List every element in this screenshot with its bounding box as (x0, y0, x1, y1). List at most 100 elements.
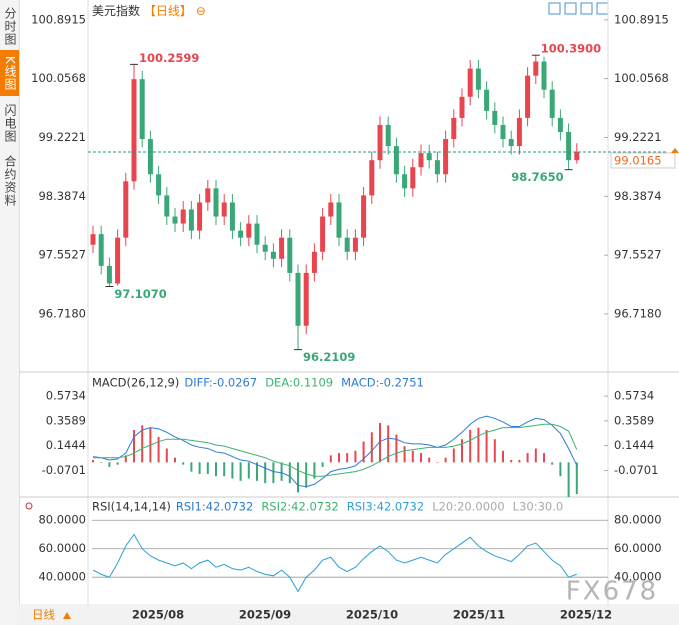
candle-body (270, 251, 276, 259)
y-tick-label: 100.0568 (31, 71, 86, 85)
y-tick-label: 40.0000 (614, 570, 662, 584)
candle-body (147, 139, 153, 175)
tool-icon[interactable] (596, 2, 609, 15)
candle-body (344, 237, 350, 252)
candle-body (254, 223, 260, 245)
candle-body (213, 188, 219, 217)
annotation: 100.2599 (139, 51, 199, 65)
candle-body (279, 237, 285, 259)
macd-bar (502, 450, 504, 463)
candle-body (500, 124, 506, 140)
y-tick-label: 0.5734 (614, 389, 654, 403)
candle-body (98, 234, 104, 266)
candle-body (90, 234, 96, 245)
macd-bar (305, 462, 308, 488)
macd-bar (510, 460, 513, 463)
y-tick-label: 40.0000 (38, 570, 86, 584)
annotation: 100.3900 (541, 42, 601, 56)
candle-body (484, 89, 490, 111)
annotation: 97.1070 (114, 287, 166, 301)
candle-body (287, 237, 293, 273)
macd-bar (526, 453, 529, 463)
tab[interactable]: 闪电图 (3, 103, 17, 143)
candle-body (139, 79, 145, 140)
legend-entry: RSI3:42.0732 (347, 500, 424, 514)
tab[interactable]: K线图 (0, 50, 19, 96)
legend-entry: RSI1:42.0732 (176, 500, 253, 514)
macd-bar (370, 432, 373, 463)
y-tick-label: 99.2221 (38, 130, 86, 144)
macd-bar (551, 462, 554, 465)
period[interactable]: 【日线】 (143, 4, 192, 18)
annotation: 96.2109 (303, 350, 355, 364)
panel-title: RSI(14,14,14) (92, 500, 171, 514)
macd-bar (215, 462, 217, 477)
macd-bar (108, 462, 111, 467)
candle-body (541, 61, 547, 90)
candle-body (451, 117, 457, 140)
watermark: FX678 (566, 577, 658, 607)
tab[interactable]: 分时图 (3, 6, 17, 46)
macd-bar (92, 460, 94, 463)
candle-body (295, 272, 301, 326)
candle-body (475, 68, 481, 90)
macd-bar (452, 448, 455, 463)
candle-body (361, 195, 367, 238)
legend-entry: DIFF:-0.0267 (184, 376, 257, 390)
zoom-icon[interactable]: ⊖ (195, 4, 206, 18)
tool-icon[interactable] (564, 2, 577, 15)
sidebar: 分时图 K线图 闪电图 合约资料 (0, 0, 20, 625)
macd-bar (362, 441, 365, 463)
macd-bar (436, 462, 439, 463)
macd-bar (379, 423, 381, 463)
candle-body (385, 124, 391, 147)
line (92, 415, 578, 488)
candle-body (328, 202, 334, 217)
y-tick-label: 100.8915 (614, 12, 669, 26)
candle-body (221, 202, 227, 217)
dropdown-icon[interactable] (63, 612, 71, 619)
macd-bar (198, 462, 201, 474)
macd-bar (346, 453, 349, 463)
macd-bar (182, 462, 185, 465)
settings-icon[interactable] (25, 502, 33, 510)
title: 美元指数 (92, 4, 141, 18)
macd-bar (354, 450, 357, 463)
x-tick-label: 2025/10 (346, 608, 398, 622)
candle-body (434, 160, 440, 175)
macd-bar (559, 462, 562, 477)
tool-icon[interactable] (548, 2, 561, 15)
macd-bar (543, 453, 545, 463)
candle-body (262, 244, 268, 252)
candle-body (352, 237, 358, 252)
tab[interactable]: 合约资料 (3, 155, 17, 207)
macd-bar (256, 462, 258, 481)
candle-body (377, 124, 383, 161)
candle-body (123, 181, 129, 238)
y-tick-label: 98.3874 (614, 189, 662, 203)
macd-bar (534, 448, 537, 463)
macd-bar (329, 455, 332, 463)
macd-bar (141, 425, 144, 463)
macd-bar (411, 450, 414, 463)
annotation: 98.7650 (511, 170, 563, 184)
candle-body (516, 117, 522, 147)
candle-body (172, 216, 178, 224)
tool-icon[interactable] (580, 2, 593, 15)
macd-bar (469, 429, 472, 463)
candle-body (508, 139, 514, 147)
last-price-box (610, 152, 676, 169)
macd-bar (272, 462, 275, 484)
candle-body (459, 96, 465, 118)
y-tick-label: -0.0701 (614, 463, 658, 477)
macd-bar (165, 448, 168, 463)
macd-bar (493, 439, 496, 463)
candle-body (418, 153, 424, 168)
candle-body (467, 68, 473, 97)
footer-bar (19, 604, 679, 625)
footer-period[interactable]: 日线 (32, 608, 55, 622)
x-tick-label: 2025/12 (560, 608, 612, 622)
candle-body (426, 153, 432, 161)
line (93, 423, 578, 477)
candle-body (115, 237, 121, 284)
